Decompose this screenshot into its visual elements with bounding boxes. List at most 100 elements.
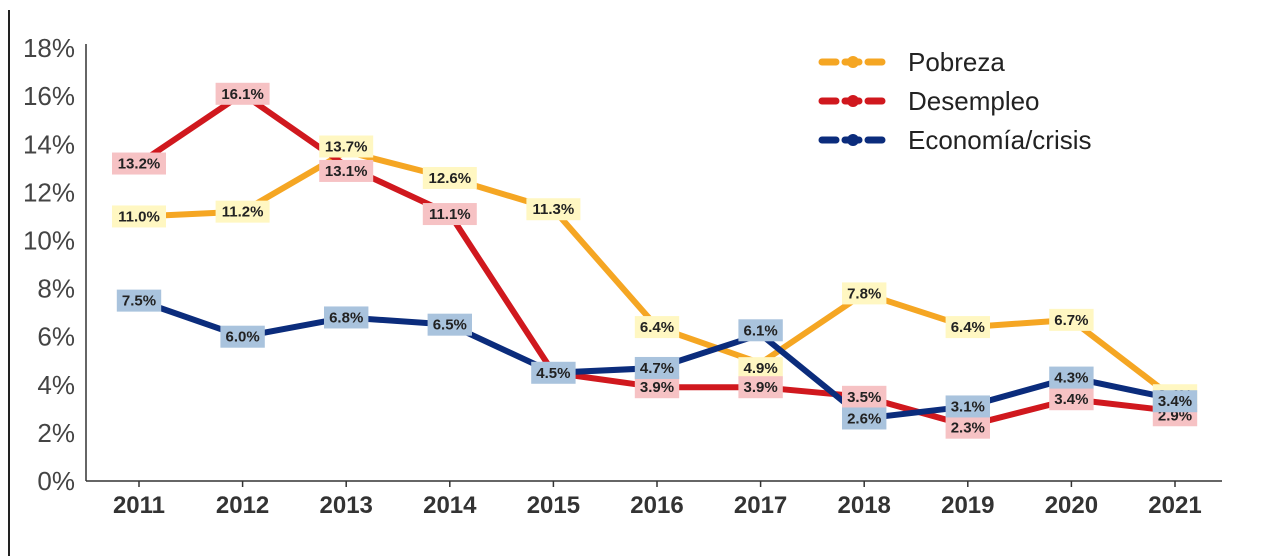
y-tick-labels: 0% 2% 4% 6% 8% 10% 12% 14% 16% 18% <box>23 33 75 496</box>
data-label-text: 16.1% <box>221 86 264 103</box>
x-tick-label: 2019 <box>941 492 994 519</box>
data-label: 6.0% <box>220 325 265 348</box>
data-label: 4.9% <box>738 357 783 380</box>
legend-item: Economía/crisis <box>818 125 1092 155</box>
y-tick-label: 18% <box>23 33 75 63</box>
data-label-text: 6.0% <box>225 329 259 346</box>
data-label-text: 11.3% <box>533 201 575 218</box>
data-label-text: 13.7% <box>325 139 368 156</box>
data-label-bg <box>116 289 162 312</box>
data-label: 13.7% <box>319 135 374 158</box>
data-label-bg <box>738 376 783 399</box>
data-label: 6.4% <box>945 316 990 339</box>
data-label-text: 3.1% <box>951 398 985 415</box>
y-tick-label: 2% <box>37 418 75 448</box>
data-label-bg <box>634 316 680 339</box>
data-label-bg <box>526 198 581 221</box>
data-label-text: 11.1% <box>429 206 471 223</box>
data-label-text: 6.7% <box>1054 312 1088 329</box>
data-label-text: 7.5% <box>122 293 156 310</box>
data-label-text: 4.3% <box>1054 370 1088 387</box>
legend-label: Economía/crisis <box>908 125 1092 155</box>
x-tick-label: 2017 <box>734 492 787 519</box>
data-label-text: 6.8% <box>329 309 363 326</box>
data-label-bg <box>112 205 166 228</box>
axes <box>85 44 1222 482</box>
legend-swatch-dot <box>847 134 859 146</box>
data-label-bg <box>427 313 472 336</box>
data-label-bg <box>842 385 887 408</box>
y-tick-label: 0% <box>37 466 75 496</box>
data-label-text: 3.4% <box>1054 391 1088 408</box>
data-label-bg <box>422 203 477 226</box>
x-tick-labels: 2011 2012 2013 2014 2015 2016 2017 2018 2019 2020… <box>113 481 1202 519</box>
x-tick-label: 2020 <box>1045 492 1098 519</box>
data-label-text: 13.2% <box>118 156 161 173</box>
data-labels: 11.0% 11.2% 13.7% 12.6% 11.3% 6.4% 4.9% 7.8% 6.4… <box>112 82 1198 439</box>
data-label-text: 3.5% <box>847 389 881 406</box>
legend-swatch-dot <box>847 95 859 107</box>
data-label: 6.5% <box>427 313 472 336</box>
legend: Pobreza Desempleo Economía/crisis <box>818 47 1092 155</box>
data-label: 11.1% <box>422 203 477 226</box>
y-tick-label: 16% <box>23 81 75 111</box>
x-tick-label: 2014 <box>423 492 477 519</box>
data-label-bg <box>945 316 990 339</box>
data-label-text: 3.9% <box>743 379 777 396</box>
data-label-text: 4.5% <box>536 365 570 382</box>
data-label: 16.1% <box>215 82 270 105</box>
data-label-text: 2.3% <box>951 420 985 437</box>
data-label: 6.4% <box>634 316 680 339</box>
data-label: 4.3% <box>1049 366 1094 389</box>
data-label-bg <box>945 416 990 439</box>
x-tick-label: 2012 <box>216 492 269 519</box>
data-label: 3.9% <box>634 376 680 399</box>
x-tick-label: 2015 <box>527 492 580 519</box>
data-label-bg <box>738 357 783 380</box>
data-label-bg <box>842 407 887 430</box>
data-label-text: 2.6% <box>847 410 881 427</box>
data-label-bg <box>842 282 887 305</box>
data-label: 3.1% <box>945 395 990 418</box>
data-label: 3.9% <box>738 376 783 399</box>
legend-label: Desempleo <box>908 86 1040 116</box>
x-tick-label: 2011 <box>113 492 165 519</box>
x-tick-label: 2021 <box>1148 492 1201 519</box>
legend-item: Pobreza <box>818 47 1005 77</box>
data-label-text: 4.7% <box>640 360 674 377</box>
data-label-bg <box>1152 390 1198 413</box>
y-tick-label: 4% <box>37 370 75 400</box>
x-tick-label: 2016 <box>630 492 683 519</box>
legend-swatch-dot <box>847 56 859 68</box>
data-label: 13.1% <box>319 159 374 182</box>
data-label-text: 11.2% <box>222 204 264 221</box>
data-label-bg <box>634 376 680 399</box>
data-label-bg <box>112 152 166 175</box>
x-tick-label: 2018 <box>838 492 891 519</box>
data-label: 6.8% <box>324 306 369 329</box>
data-label-bg <box>319 135 374 158</box>
data-label: 11.3% <box>526 198 581 221</box>
data-label-bg <box>1049 388 1094 411</box>
data-label-text: 6.1% <box>743 322 777 339</box>
data-label-text: 12.6% <box>429 170 472 187</box>
data-label: 3.5% <box>842 385 887 408</box>
data-label: 6.7% <box>1049 308 1094 331</box>
y-tick-label: 14% <box>23 129 75 159</box>
legend-item: Desempleo <box>818 86 1040 116</box>
data-label-text: 3.4% <box>1158 393 1192 410</box>
data-label-bg <box>634 356 680 379</box>
data-label: 13.2% <box>112 152 166 175</box>
data-label-bg <box>220 325 265 348</box>
data-label: 2.6% <box>842 407 887 430</box>
data-label-bg <box>215 82 270 105</box>
data-label-text: 3.9% <box>640 379 674 396</box>
data-label: 4.7% <box>634 356 680 379</box>
data-label-bg <box>531 361 576 384</box>
data-label-text: 6.5% <box>433 317 467 334</box>
data-label: 6.1% <box>738 319 783 342</box>
x-tick-label: 2013 <box>320 492 373 519</box>
data-label-bg <box>945 395 990 418</box>
data-label-text: 11.0% <box>118 208 160 225</box>
